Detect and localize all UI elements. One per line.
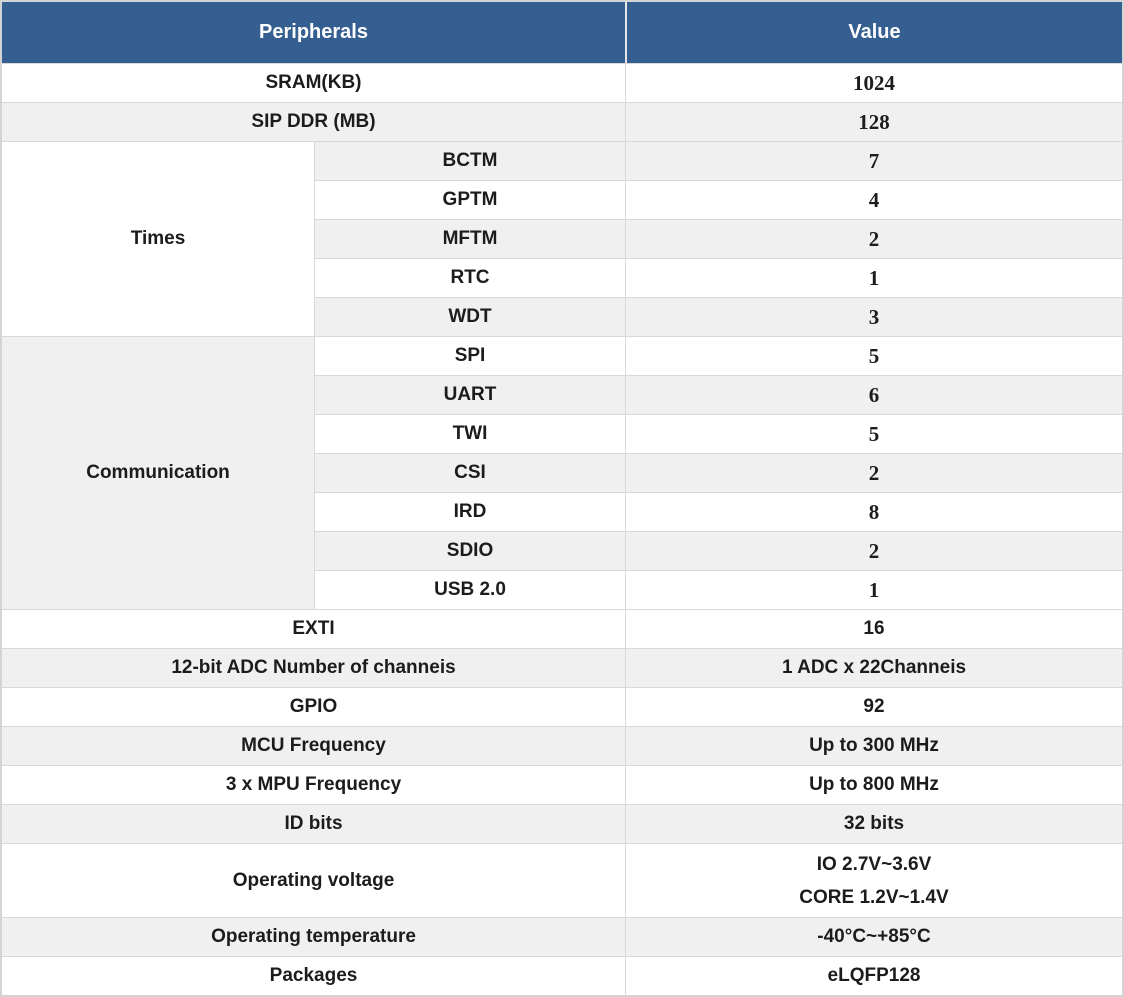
- voltage-line-core: CORE 1.2V~1.4V: [799, 886, 949, 908]
- header-cell-value: Value: [625, 2, 1122, 63]
- row-value: 128: [625, 103, 1122, 141]
- subrow-sdio: SDIO 2: [314, 531, 1122, 570]
- subrow-value: 2: [625, 220, 1122, 258]
- subrow-label: IRD: [314, 493, 625, 531]
- row-operating-temperature: Operating temperature -40°C~+85°C: [2, 917, 1122, 956]
- group-label: Communication: [2, 337, 314, 609]
- row-value: 1024: [625, 64, 1122, 102]
- subrow-value: 1: [625, 259, 1122, 297]
- subrow-value: 1: [625, 571, 1122, 609]
- subrow-value: 5: [625, 415, 1122, 453]
- row-label: SIP DDR (MB): [251, 111, 376, 132]
- row-gpio: GPIO 92: [2, 687, 1122, 726]
- row-mpu-frequency: 3 x MPU Frequency Up to 800 MHz: [2, 765, 1122, 804]
- table-header-row: Peripherals Value: [2, 2, 1122, 63]
- row-value: 32 bits: [625, 805, 1122, 843]
- row-packages: Packages eLQFP128: [2, 956, 1122, 995]
- row-label: MCU Frequency: [241, 735, 386, 756]
- subrow-value: 6: [625, 376, 1122, 414]
- subrow-label: USB 2.0: [314, 571, 625, 609]
- subrow-value: 3: [625, 298, 1122, 336]
- group-times-items: BCTM 7 GPTM 4 MFTM 2 RTC 1 WDT 3: [314, 142, 1122, 336]
- subrow-bctm: BCTM 7: [314, 142, 1122, 180]
- group-communication: Communication SPI 5 UART 6 TWI 5 CSI 2 I…: [2, 336, 1122, 609]
- subrow-label: TWI: [314, 415, 625, 453]
- row-operating-voltage: Operating voltage IO 2.7V~3.6V CORE 1.2V…: [2, 843, 1122, 917]
- subrow-value: 4: [625, 181, 1122, 219]
- subrow-value: 7: [625, 142, 1122, 180]
- subrow-ird: IRD 8: [314, 492, 1122, 531]
- subrow-spi: SPI 5: [314, 337, 1122, 375]
- row-value: 92: [625, 688, 1122, 726]
- row-value: -40°C~+85°C: [625, 918, 1122, 956]
- group-label: Times: [130, 228, 186, 249]
- row-label: 12-bit ADC Number of channeis: [171, 657, 456, 678]
- subrow-usb: USB 2.0 1: [314, 570, 1122, 609]
- subrow-label: BCTM: [314, 142, 625, 180]
- row-label: SRAM(KB): [265, 72, 362, 93]
- subrow-label: RTC: [314, 259, 625, 297]
- subrow-mftm: MFTM 2: [314, 219, 1122, 258]
- row-mcu-frequency: MCU Frequency Up to 300 MHz: [2, 726, 1122, 765]
- row-id-bits: ID bits 32 bits: [2, 804, 1122, 843]
- subrow-gptm: GPTM 4: [314, 180, 1122, 219]
- row-value: Up to 800 MHz: [625, 766, 1122, 804]
- row-value: 1 ADC x 22Channeis: [625, 649, 1122, 687]
- subrow-value: 2: [625, 532, 1122, 570]
- subrow-twi: TWI 5: [314, 414, 1122, 453]
- subrow-label: GPTM: [314, 181, 625, 219]
- subrow-label: MFTM: [314, 220, 625, 258]
- row-exti: EXTI 16: [2, 609, 1122, 648]
- subrow-csi: CSI 2: [314, 453, 1122, 492]
- subrow-uart: UART 6: [314, 375, 1122, 414]
- group-communication-items: SPI 5 UART 6 TWI 5 CSI 2 IRD 8 SDIO 2: [314, 337, 1122, 609]
- header-cell-peripherals: Peripherals: [259, 21, 368, 43]
- row-label: Operating voltage: [232, 869, 395, 891]
- row-value: Up to 300 MHz: [625, 727, 1122, 765]
- subrow-value: 5: [625, 337, 1122, 375]
- row-sip-ddr: SIP DDR (MB) 128: [2, 102, 1122, 141]
- subrow-label: CSI: [314, 454, 625, 492]
- row-label: EXTI: [292, 618, 335, 639]
- subrow-label: SDIO: [314, 532, 625, 570]
- subrow-wdt: WDT 3: [314, 297, 1122, 336]
- row-value: IO 2.7V~3.6V CORE 1.2V~1.4V: [625, 844, 1122, 917]
- subrow-value: 2: [625, 454, 1122, 492]
- row-value: 16: [625, 610, 1122, 648]
- row-value: eLQFP128: [625, 957, 1122, 995]
- row-label: ID bits: [284, 813, 343, 834]
- subrow-label: UART: [314, 376, 625, 414]
- subrow-label: SPI: [314, 337, 625, 375]
- row-label: Packages: [269, 965, 358, 986]
- row-label: Operating temperature: [211, 926, 416, 947]
- row-sram: SRAM(KB) 1024: [2, 63, 1122, 102]
- row-adc-channels: 12-bit ADC Number of channeis 1 ADC x 22…: [2, 648, 1122, 687]
- row-label: 3 x MPU Frequency: [225, 774, 402, 795]
- row-label: GPIO: [289, 696, 338, 717]
- voltage-line-io: IO 2.7V~3.6V: [816, 853, 932, 875]
- group-times: Times BCTM 7 GPTM 4 MFTM 2 RTC 1 WDT 3: [2, 141, 1122, 336]
- subrow-value: 8: [625, 493, 1122, 531]
- subrow-rtc: RTC 1: [314, 258, 1122, 297]
- subrow-label: WDT: [314, 298, 625, 336]
